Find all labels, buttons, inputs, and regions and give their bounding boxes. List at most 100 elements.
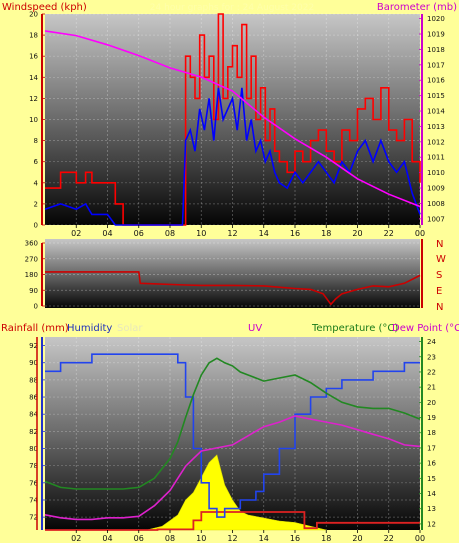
y-tick-label: 12 — [29, 95, 38, 103]
y-tick-label: 1020 — [427, 15, 445, 23]
y-tick-label: 16 — [427, 460, 436, 468]
x-tick-label: 22 — [384, 229, 394, 238]
x-tick-label: 08 — [165, 229, 175, 238]
y-tick-label: 90 — [29, 287, 38, 295]
y-tick-label: 20 — [427, 399, 436, 407]
average-wind-series — [44, 87, 421, 226]
y-tick-label: 1019 — [427, 31, 445, 39]
y-tick-label: 1007 — [427, 215, 445, 223]
compass-s: S — [436, 270, 442, 281]
y-tick-label: 22 — [427, 368, 436, 376]
y-tick-label: 19 — [427, 414, 436, 422]
x-tick-label: 06 — [134, 229, 144, 238]
x-tick-label: 10 — [196, 229, 206, 238]
x-tick-label: 10 — [196, 534, 206, 543]
y-tick-label: 17 — [427, 444, 436, 452]
x-tick-label: 12 — [227, 534, 237, 543]
x-tick-label: 06 — [134, 534, 144, 543]
x-tick-label: 12 — [227, 229, 237, 238]
y-tick-label: 1008 — [427, 200, 445, 208]
uv-label: UV — [248, 323, 262, 334]
x-tick-label: 22 — [384, 534, 394, 543]
x-tick-label: 16 — [290, 229, 300, 238]
y-tick-label: 92 — [29, 342, 38, 350]
x-tick-label: 20 — [352, 229, 362, 238]
y-tick-label: 1015 — [427, 92, 445, 100]
y-tick-label: 88 — [29, 376, 38, 384]
x-tick-label: 14 — [259, 229, 269, 238]
barometer-label: Barometer (mb) — [377, 2, 457, 13]
humidity-panel — [45, 337, 420, 530]
y-tick-label: 76 — [29, 479, 38, 487]
rainfall-label: Rainfall (mm) — [1, 323, 69, 334]
solar-label: Solar — [117, 323, 143, 334]
y-tick-label: 10 — [29, 116, 38, 124]
y-tick-label: 1013 — [427, 123, 445, 131]
page-title: 24 hour graphs for : 24 August 2022 — [150, 3, 314, 13]
y-tick-label: 1014 — [427, 108, 445, 116]
y-tick-label: 18 — [427, 429, 436, 437]
wind-direction-series — [45, 271, 421, 306]
y-tick-label: 360 — [25, 240, 38, 248]
temperature-series — [44, 357, 421, 490]
compass-n-bottom: N — [436, 302, 443, 313]
humidity-label: Humidity — [67, 323, 112, 334]
x-tick-label: 20 — [352, 534, 362, 543]
x-tick-label: 02 — [71, 229, 81, 238]
y-tick-label: 16 — [29, 53, 38, 61]
y-tick-label: 18 — [29, 32, 38, 40]
y-tick-label: 24 — [427, 338, 436, 346]
y-tick-label: 82 — [29, 428, 38, 436]
y-tick-label: 1016 — [427, 77, 445, 85]
y-tick-label: 14 — [427, 490, 436, 498]
y-tick-label: 74 — [29, 496, 38, 504]
y-tick-label: 270 — [25, 255, 38, 263]
y-tick-label: 20 — [29, 11, 38, 19]
y-tick-label: 4 — [34, 179, 39, 187]
y-tick-label: 0 — [34, 222, 38, 230]
humidity-series — [45, 353, 420, 518]
y-tick-label: 72 — [29, 514, 38, 522]
x-tick-label: 16 — [290, 534, 300, 543]
y-tick-label: 90 — [29, 359, 38, 367]
x-tick-label: 18 — [321, 534, 331, 543]
y-tick-label: 180 — [25, 271, 38, 279]
y-tick-label: 13 — [427, 505, 436, 513]
x-tick-label: 02 — [71, 534, 81, 543]
x-tick-label: 04 — [102, 229, 112, 238]
y-tick-label: 21 — [427, 384, 436, 392]
y-tick-label: 0 — [34, 303, 38, 311]
y-tick-label: 84 — [29, 411, 38, 419]
rainfall-series — [45, 511, 420, 531]
y-tick-label: 1012 — [427, 138, 445, 146]
dewpoint-label: Dew Point (°C) — [392, 323, 459, 334]
barometer-series — [44, 30, 421, 208]
y-tick-label: 2 — [34, 200, 38, 208]
windspeed-label: Windspeed (kph) — [2, 2, 87, 13]
y-tick-label: 1010 — [427, 169, 445, 177]
x-tick-label: 00 — [415, 229, 425, 238]
y-tick-label: 78 — [29, 462, 38, 470]
solar-series — [146, 454, 327, 531]
direction-panel — [45, 239, 420, 308]
y-tick-label: 8 — [34, 137, 38, 145]
compass-e: E — [436, 286, 442, 297]
x-tick-label: 14 — [259, 534, 269, 543]
y-tick-label: 12 — [427, 520, 436, 528]
temperature-label: Temperature (°C) — [311, 323, 398, 334]
y-tick-label: 14 — [29, 74, 38, 82]
y-tick-label: 80 — [29, 445, 38, 453]
y-tick-label: 1009 — [427, 185, 445, 193]
y-tick-label: 1011 — [427, 154, 445, 162]
dew-point-series — [44, 415, 421, 521]
x-tick-label: 08 — [165, 534, 175, 543]
y-tick-label: 1018 — [427, 46, 445, 54]
x-tick-label: 04 — [102, 534, 112, 543]
y-tick-label: 15 — [427, 475, 436, 483]
x-tick-label: 00 — [415, 534, 425, 543]
y-tick-label: 1017 — [427, 61, 445, 69]
compass-n-top: N — [436, 239, 443, 250]
y-tick-label: 23 — [427, 353, 436, 361]
x-tick-label: 18 — [321, 229, 331, 238]
